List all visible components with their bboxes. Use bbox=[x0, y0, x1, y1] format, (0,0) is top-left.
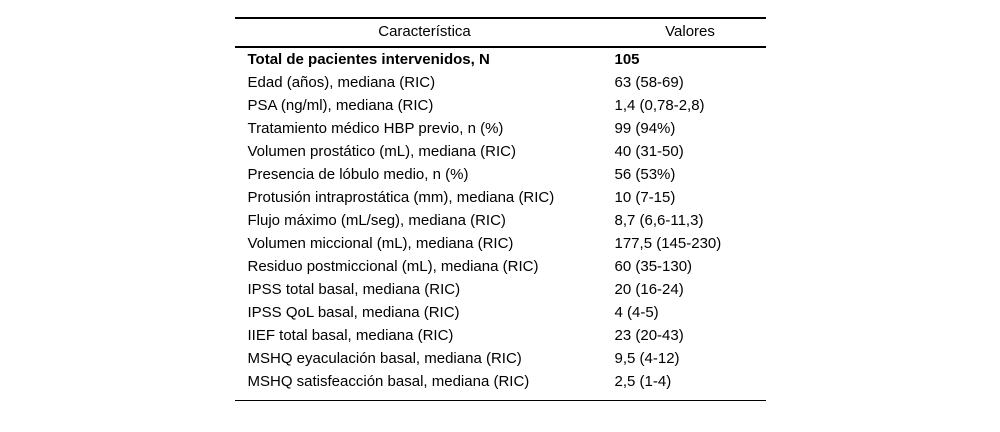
value-cell: 1,4 (0,78-2,8) bbox=[614, 96, 705, 114]
table-row: Tratamiento médico HBP previo, n (%) 99 (… bbox=[235, 117, 766, 140]
table-row: Volumen miccional (mL), mediana (RIC) 177… bbox=[235, 232, 766, 255]
value-cell: 8,7 (6,6-11,3) bbox=[614, 211, 704, 229]
table-row: Volumen prostático (mL), mediana (RIC) 40… bbox=[235, 140, 766, 163]
value-cell: 63 (58-69) bbox=[614, 73, 684, 91]
value-cell: 177,5 (145-230) bbox=[614, 234, 722, 252]
value-cell: 9,5 (4-12) bbox=[614, 349, 680, 367]
table-row: Protusión intraprostática (mm), mediana … bbox=[235, 186, 766, 209]
table-row: Residuo postmiccional (mL), mediana (RIC… bbox=[235, 255, 766, 278]
table-row: MSHQ satisfeacción basal, mediana (RIC) 2… bbox=[234, 370, 766, 401]
characteristic-cell: Volumen miccional (mL), mediana (RIC) bbox=[247, 234, 514, 252]
characteristics-table-container: Característica Valores Total de paciente… bbox=[234, 17, 766, 401]
column-header-characteristic: Característica bbox=[234, 17, 615, 48]
characteristic-cell: Volumen prostático (mL), mediana (RIC) bbox=[247, 142, 516, 160]
table-row: IIEF total basal, mediana (RIC) 23 (20-43… bbox=[235, 324, 766, 347]
value-cell: 10 (7-15) bbox=[614, 188, 676, 206]
characteristic-cell: Edad (años), mediana (RIC) bbox=[247, 73, 436, 91]
characteristic-cell: Presencia de lóbulo medio, n (%) bbox=[247, 165, 469, 183]
characteristic-cell: Residuo postmiccional (mL), mediana (RIC… bbox=[247, 257, 539, 275]
table-row: PSA (ng/ml), mediana (RIC) 1,4 (0,78-2,8) bbox=[235, 94, 766, 117]
characteristic-cell: MSHQ eyaculación basal, mediana (RIC) bbox=[247, 349, 522, 367]
value-cell: 4 (4-5) bbox=[614, 303, 659, 321]
table-row: MSHQ eyaculación basal, mediana (RIC) 9,5… bbox=[235, 347, 766, 370]
table-row: Total de pacientes intervenidos, N 105 bbox=[235, 47, 766, 71]
table-row: Edad (años), mediana (RIC) 63 (58-69) bbox=[235, 71, 766, 94]
table-row: Flujo máximo (mL/seg), mediana (RIC) 8,7 … bbox=[235, 209, 766, 232]
value-cell: 2,5 (1-4) bbox=[614, 370, 766, 401]
value-cell: 40 (31-50) bbox=[614, 142, 684, 160]
characteristic-cell: Flujo máximo (mL/seg), mediana (RIC) bbox=[247, 211, 506, 229]
characteristic-cell: Total de pacientes intervenidos, N bbox=[247, 50, 490, 68]
value-cell: 105 bbox=[614, 50, 640, 68]
characteristic-cell: IIEF total basal, mediana (RIC) bbox=[247, 326, 454, 344]
table-row: Presencia de lóbulo medio, n (%) 56 (53%) bbox=[235, 163, 766, 186]
table-header-row: Característica Valores bbox=[234, 17, 766, 48]
value-cell: 99 (94%) bbox=[614, 119, 676, 137]
table-row: IPSS QoL basal, mediana (RIC) 4 (4-5) bbox=[235, 301, 766, 324]
characteristic-cell: Protusión intraprostática (mm), mediana … bbox=[247, 188, 555, 206]
value-cell: 20 (16-24) bbox=[614, 280, 684, 298]
characteristic-cell: Tratamiento médico HBP previo, n (%) bbox=[247, 119, 504, 137]
table-row: IPSS total basal, mediana (RIC) 20 (16-24… bbox=[235, 278, 766, 301]
table-body: Total de pacientes intervenidos, N 105 Eda… bbox=[234, 47, 766, 401]
column-header-values: Valores bbox=[614, 17, 766, 48]
characteristic-cell: IPSS total basal, mediana (RIC) bbox=[247, 280, 461, 298]
characteristic-cell: PSA (ng/ml), mediana (RIC) bbox=[247, 96, 434, 114]
table-header: Característica Valores bbox=[234, 17, 766, 48]
characteristic-cell: MSHQ satisfeacción basal, mediana (RIC) bbox=[234, 370, 615, 401]
characteristic-cell: IPSS QoL basal, mediana (RIC) bbox=[247, 303, 460, 321]
value-cell: 23 (20-43) bbox=[614, 326, 684, 344]
value-cell: 60 (35-130) bbox=[614, 257, 693, 275]
value-cell: 56 (53%) bbox=[614, 165, 676, 183]
patient-characteristics-table: Característica Valores Total de paciente… bbox=[234, 17, 766, 401]
